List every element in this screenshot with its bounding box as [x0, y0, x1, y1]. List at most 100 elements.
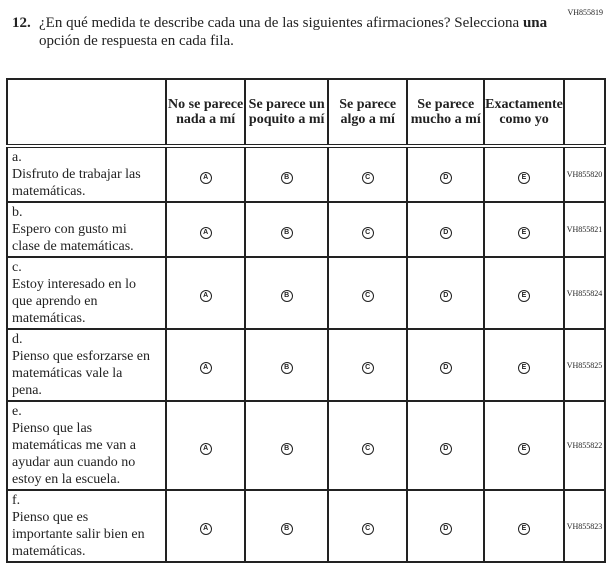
- answer-bubble-b[interactable]: B: [280, 171, 293, 184]
- answer-bubble-e[interactable]: E: [518, 362, 530, 374]
- option-cell: E: [483, 400, 565, 491]
- statement-letter: a.: [12, 150, 22, 165]
- question-text: ¿En qué medida te describe cada una de l…: [39, 14, 549, 50]
- option-cell: E: [483, 256, 565, 330]
- statement-letter: e.: [12, 404, 22, 419]
- statement-text: Pienso que es importante salir bien en m…: [12, 510, 145, 559]
- answer-bubble-d[interactable]: D: [439, 442, 452, 455]
- statement-text: Pienso que esforzarse en matemáticas val…: [12, 349, 151, 398]
- statement-cell: d. Pienso que esforzarse en matemáticas v…: [6, 328, 167, 402]
- answer-bubble-c[interactable]: C: [361, 290, 374, 302]
- option-cell: B: [244, 145, 329, 203]
- column-header: Se parece un poquito a mí: [244, 78, 329, 147]
- answer-bubble-e[interactable]: E: [518, 442, 530, 455]
- statement-letter: f.: [12, 493, 21, 508]
- answer-bubble-d[interactable]: D: [439, 226, 452, 239]
- answer-bubble-d[interactable]: D: [439, 523, 452, 535]
- option-cell: B: [244, 201, 329, 258]
- statement-cell: b. Espero con gusto mi clase de matemátic…: [6, 201, 167, 258]
- table-row: f. Pienso que es importante salir bien en…: [6, 489, 606, 563]
- option-cell: A: [164, 145, 247, 203]
- statement-cell: e. Pienso que las matemáticas me van a ay…: [6, 400, 167, 491]
- item-id: VH855823: [563, 489, 606, 563]
- table-row: d. Pienso que esforzarse en matemáticas v…: [6, 328, 606, 402]
- option-cell: D: [406, 256, 486, 330]
- item-id: VH855825: [563, 328, 606, 402]
- option-cell: A: [164, 489, 247, 563]
- column-header: Se parece mucho a mí: [406, 78, 486, 147]
- option-cell: C: [326, 400, 409, 491]
- item-id: VH855821: [563, 201, 606, 258]
- option-cell: D: [406, 328, 486, 402]
- answer-bubble-b[interactable]: B: [280, 226, 293, 239]
- question-text-part: opción de respuesta en cada fila.: [39, 33, 234, 49]
- table-row: c. Estoy interesado en lo que aprendo en …: [6, 256, 606, 330]
- answer-bubble-c[interactable]: C: [361, 523, 374, 535]
- statement-letter: b.: [12, 205, 23, 220]
- question-text-bold: una: [522, 15, 548, 31]
- option-cell: C: [326, 145, 409, 203]
- answer-bubble-d[interactable]: D: [439, 171, 452, 184]
- option-cell: C: [326, 201, 409, 258]
- item-id: VH855820: [563, 145, 606, 203]
- answer-bubble-a[interactable]: A: [199, 290, 212, 302]
- answer-bubble-c[interactable]: C: [361, 442, 374, 455]
- answer-bubble-a[interactable]: A: [199, 226, 212, 239]
- answer-bubble-b[interactable]: B: [280, 523, 293, 535]
- column-header: No se parece nada a mí: [164, 78, 247, 147]
- option-cell: C: [326, 328, 409, 402]
- answer-bubble-c[interactable]: C: [361, 362, 374, 374]
- answer-bubble-d[interactable]: D: [439, 290, 452, 302]
- option-cell: C: [326, 256, 409, 330]
- answer-bubble-c[interactable]: C: [361, 171, 374, 184]
- item-id: VH855822: [563, 400, 606, 491]
- statement-cell: a. Disfruto de trabajar las matemáticas.: [6, 145, 167, 203]
- answer-bubble-e[interactable]: E: [518, 226, 530, 239]
- option-cell: E: [483, 145, 565, 203]
- statement-text: Disfruto de trabajar las matemáticas.: [12, 167, 141, 199]
- option-cell: C: [326, 489, 409, 563]
- option-cell: D: [406, 145, 486, 203]
- option-cell: B: [244, 400, 329, 491]
- answer-bubble-a[interactable]: A: [199, 442, 212, 455]
- header-row: No se parece nada a mí Se parece un poqui…: [6, 78, 606, 147]
- option-cell: B: [244, 328, 329, 402]
- option-cell: D: [406, 400, 486, 491]
- header-id-column: [563, 78, 606, 147]
- option-cell: B: [244, 256, 329, 330]
- column-header: Exactamente como yo: [483, 78, 565, 147]
- answer-bubble-e[interactable]: E: [518, 523, 530, 535]
- answer-bubble-a[interactable]: A: [199, 523, 212, 535]
- answer-bubble-b[interactable]: B: [280, 362, 293, 374]
- answer-bubble-b[interactable]: B: [280, 290, 293, 302]
- column-header: Se parece algo a mí: [326, 78, 409, 147]
- statement-letter: c.: [12, 260, 22, 275]
- header-empty: [6, 78, 167, 147]
- option-cell: A: [164, 400, 247, 491]
- answer-bubble-c[interactable]: C: [361, 226, 374, 239]
- statement-text: Pienso que las matemáticas me van a ayud…: [12, 421, 136, 487]
- option-cell: E: [483, 489, 565, 563]
- answer-bubble-a[interactable]: A: [199, 362, 212, 374]
- option-cell: E: [483, 201, 565, 258]
- statement-letter: d.: [12, 332, 23, 347]
- answer-bubble-d[interactable]: D: [439, 362, 452, 374]
- statement-cell: c. Estoy interesado en lo que aprendo en …: [6, 256, 167, 330]
- question-text-part: ¿En qué medida te describe cada una de l…: [39, 15, 523, 31]
- statement-cell: f. Pienso que es importante salir bien en…: [6, 489, 167, 563]
- response-table: No se parece nada a mí Se parece un poqui…: [6, 78, 606, 563]
- question-id: VH855819: [567, 8, 603, 17]
- answer-bubble-e[interactable]: E: [518, 171, 530, 184]
- item-id: VH855824: [563, 256, 606, 330]
- option-cell: B: [244, 489, 329, 563]
- statement-text: Espero con gusto mi clase de matemáticas…: [12, 222, 134, 254]
- option-cell: D: [406, 201, 486, 258]
- statement-text: Estoy interesado en lo que aprendo en ma…: [12, 277, 137, 326]
- answer-bubble-e[interactable]: E: [518, 290, 530, 302]
- table-row: a. Disfruto de trabajar las matemáticas. A…: [6, 145, 606, 203]
- table-row: b. Espero con gusto mi clase de matemátic…: [6, 201, 606, 258]
- answer-bubble-b[interactable]: B: [280, 442, 293, 455]
- option-cell: A: [164, 201, 247, 258]
- answer-bubble-a[interactable]: A: [199, 171, 212, 184]
- option-cell: A: [164, 256, 247, 330]
